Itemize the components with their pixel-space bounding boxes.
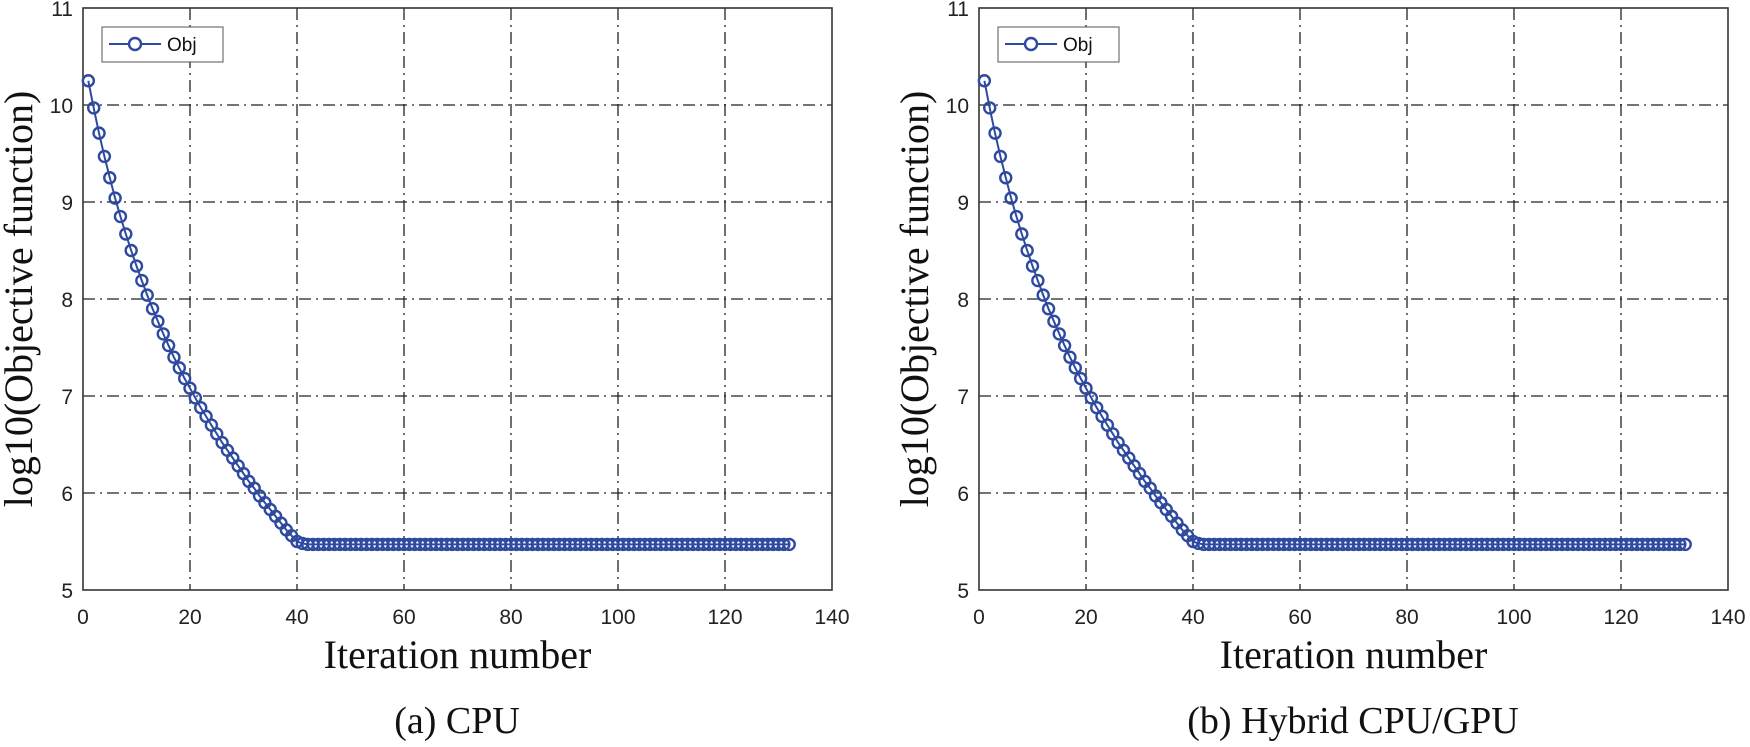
x-tick-label: 120 (1603, 606, 1638, 629)
data-point (1036, 288, 1050, 302)
data-point (1009, 209, 1024, 224)
y-tick-label: 8 (957, 289, 969, 312)
data-point (145, 302, 160, 316)
data-point (103, 171, 117, 185)
data-point (119, 227, 133, 241)
y-tick-label: 9 (957, 192, 969, 215)
chart-panel-b: 0 20 40 60 80 100 120 140 5 6 7 8 9 10 11 Obj Iteration … (892, 0, 1746, 742)
y-tick-label: 11 (947, 0, 969, 21)
plot-area (83, 8, 832, 590)
data-point (1041, 302, 1056, 316)
data-point (993, 149, 1008, 164)
data-point (140, 288, 154, 302)
data-point (1678, 537, 1692, 552)
x-tick-label: 120 (707, 606, 742, 629)
data-point (1068, 361, 1083, 375)
data-point (124, 243, 138, 258)
data-point (161, 338, 176, 353)
data-point (92, 126, 106, 140)
x-tick-label: 0 (77, 606, 89, 629)
y-tick-label: 10 (946, 95, 969, 118)
y-axis-label: log10(Objective function) (892, 91, 937, 508)
y-tick-label: 5 (61, 580, 73, 603)
data-point (988, 126, 1002, 140)
plot-area (979, 8, 1728, 590)
data-point (1047, 314, 1061, 329)
x-tick-label: 80 (1395, 606, 1418, 629)
x-tick-label: 0 (973, 606, 985, 629)
x-tick-label: 20 (178, 606, 201, 629)
data-point (167, 350, 181, 364)
data-point (999, 171, 1013, 185)
data-point (172, 361, 187, 375)
data-point (983, 101, 997, 115)
x-tick-label: 60 (392, 606, 415, 629)
data-point (113, 209, 128, 224)
data-point (1031, 273, 1045, 288)
data-point (1052, 327, 1066, 341)
y-tick-label: 7 (61, 386, 73, 409)
x-tick-label: 100 (1496, 606, 1531, 629)
data-point (177, 371, 192, 386)
x-tick-label: 80 (499, 606, 522, 629)
axes-box (82, 7, 833, 591)
legend: Obj (101, 26, 224, 63)
legend-label: Obj (167, 35, 197, 56)
data-point (1073, 371, 1088, 386)
data-point (156, 327, 170, 341)
data-point (1020, 243, 1034, 258)
legend-marker-icon (127, 36, 143, 52)
figure-caption: (b) Hybrid CPU/GPU (1187, 700, 1518, 742)
legend-marker-icon (1023, 36, 1039, 52)
data-point (183, 381, 197, 395)
data-point (1057, 338, 1072, 353)
figure-caption: (a) CPU (394, 700, 520, 742)
legend: Obj (997, 26, 1120, 63)
legend-label: Obj (1063, 35, 1093, 56)
y-tick-label: 7 (957, 386, 969, 409)
data-point (129, 259, 144, 273)
data-point (135, 273, 149, 288)
data-point (782, 537, 796, 552)
data-point (1063, 350, 1077, 364)
data-point (1004, 191, 1018, 205)
y-tick-label: 9 (61, 192, 73, 215)
data-point (81, 74, 96, 88)
data-point (97, 149, 112, 164)
data-point (108, 191, 122, 205)
data-point (86, 101, 101, 115)
x-tick-label: 140 (1710, 606, 1745, 629)
y-tick-label: 6 (61, 483, 73, 506)
x-tick-label: 60 (1288, 606, 1311, 629)
x-tick-label: 100 (600, 606, 635, 629)
data-point (1025, 259, 1040, 273)
y-tick-label: 6 (957, 483, 969, 506)
axes-box (978, 7, 1729, 591)
y-axis-label: log10(Objective function) (0, 91, 41, 508)
data-point (977, 74, 992, 88)
x-tick-label: 40 (285, 606, 308, 629)
data-point (1084, 391, 1099, 405)
data-point (1673, 537, 1687, 552)
y-tick-label: 8 (61, 289, 73, 312)
y-tick-label: 10 (50, 95, 73, 118)
x-axis-label: Iteration number (324, 632, 592, 677)
data-point (188, 391, 203, 405)
data-point (1079, 381, 1093, 395)
x-tick-label: 140 (814, 606, 849, 629)
x-tick-label: 20 (1074, 606, 1097, 629)
data-point (777, 537, 791, 552)
data-point (1015, 227, 1029, 241)
data-point (151, 314, 165, 329)
y-tick-label: 5 (957, 580, 969, 603)
y-tick-label: 11 (51, 0, 73, 21)
x-tick-label: 40 (1181, 606, 1204, 629)
chart-panel-a: 0 20 40 60 80 100 120 140 5 6 7 8 9 10 11 Obj Iteration … (0, 0, 850, 742)
x-axis-label: Iteration number (1220, 632, 1488, 677)
